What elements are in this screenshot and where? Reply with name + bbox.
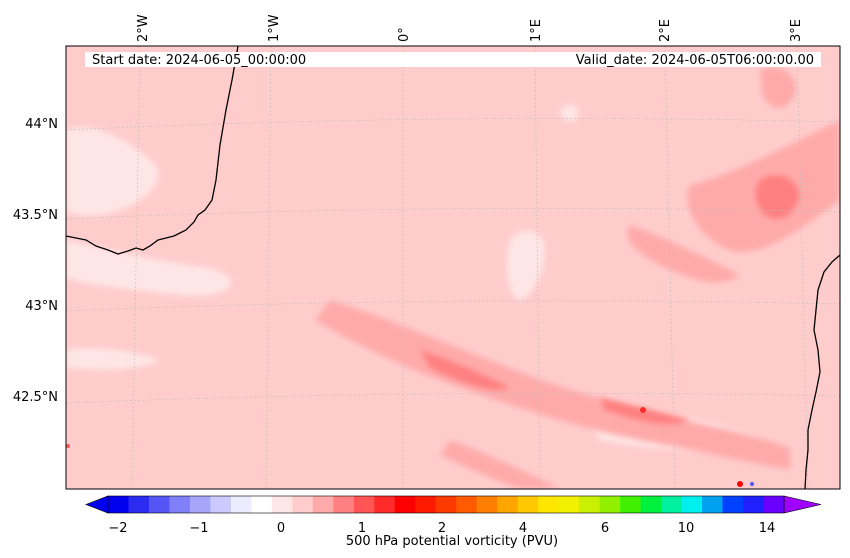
- colorbar-segment: [108, 496, 129, 513]
- colorbar-segment: [271, 496, 293, 513]
- colorbar-segment: [661, 496, 683, 513]
- map-panel: [66, 46, 840, 489]
- colorbar-segment: [558, 496, 580, 513]
- colorbar-segment: [456, 496, 478, 513]
- y-tick-label: 43.5°N: [13, 208, 58, 223]
- colorbar-segment: [415, 496, 437, 513]
- x-tick-label: 2°E: [658, 19, 673, 42]
- colorbar-segment: [517, 496, 539, 513]
- colorbar-extend-under: [85, 495, 109, 514]
- x-tick-label: 1°E: [529, 19, 544, 42]
- y-tick-label: 43°N: [25, 299, 58, 314]
- pv-min-spot: [750, 482, 754, 486]
- colorbar-tick-label: 0: [277, 521, 285, 536]
- colorbar-tick-label: −1: [189, 521, 208, 536]
- x-tick-label: 2°W: [136, 14, 151, 42]
- colorbar-tick-labels: −2 −1 0 1 2 4 6 10 14: [108, 521, 775, 536]
- colorbar-label: 500 hPa potential vorticity (PVU): [346, 534, 558, 549]
- colorbar-segment: [292, 496, 314, 513]
- info-banner: [85, 52, 821, 67]
- colorbar-tick-label: −2: [108, 521, 127, 536]
- colorbar-segment: [681, 496, 703, 513]
- gridlines: [66, 46, 840, 489]
- colorbar-segment: [599, 496, 621, 513]
- colorbar-segment: [620, 496, 642, 513]
- colorbar-segment: [702, 496, 724, 513]
- colorbar-extend-over: [783, 495, 822, 514]
- start-date-label: Start date: 2024-06-05_00:00:00: [92, 53, 306, 68]
- colorbar-segment: [640, 496, 662, 513]
- colorbar-tick-label: 6: [601, 521, 609, 536]
- colorbar-segment: [230, 496, 252, 513]
- colorbar-segment: [435, 496, 457, 513]
- colorbar-segment: [251, 496, 273, 513]
- colorbar-segment: [169, 496, 191, 513]
- colorbar-segment: [374, 496, 396, 513]
- colorbar-frame: [107, 495, 785, 514]
- colorbar-segment: [763, 496, 785, 513]
- colorbar-segment: [189, 496, 211, 513]
- colorbar-segment: [722, 496, 744, 513]
- colorbar-tick-label: 2: [438, 521, 446, 536]
- colorbar-segment: [312, 496, 334, 513]
- colorbar-segment: [333, 496, 355, 513]
- colorbar-segment: [538, 496, 560, 513]
- colorbar-segment: [353, 496, 375, 513]
- colorbar-segment: [148, 496, 170, 513]
- y-tick-label: 44°N: [25, 117, 58, 132]
- x-tick-label: 1°W: [267, 14, 282, 42]
- y-tick-label: 42.5°N: [13, 390, 58, 405]
- colorbar-segment: [497, 496, 519, 513]
- colorbar-segment: [476, 496, 498, 513]
- x-tick-labels: 2°W 1°W 0° 1°E 2°E 3°E: [136, 14, 804, 42]
- pv-max-spot: [737, 481, 743, 487]
- colorbar-segment: [128, 496, 150, 513]
- plot-frame: [65, 45, 841, 490]
- colorbar-segment: [394, 496, 416, 513]
- colorbar-segment: [210, 496, 232, 513]
- pv-max-spot: [66, 444, 70, 448]
- coastline-biscay: [66, 46, 239, 255]
- colorbar-tick-label: 4: [519, 521, 527, 536]
- pv-max-spot: [640, 407, 646, 413]
- x-tick-label: 0°: [397, 27, 412, 42]
- colorbar-tick-label: 14: [759, 521, 776, 536]
- colorbar-tick-label: 10: [678, 521, 695, 536]
- coastline-mediterranean: [804, 254, 840, 489]
- y-tick-labels: 44°N 43.5°N 43°N 42.5°N: [13, 117, 58, 405]
- colorbar: [85, 495, 822, 514]
- valid-date-label: Valid_date: 2024-06-05T06:00:00.00: [576, 53, 814, 68]
- colorbar-segment: [579, 496, 601, 513]
- colorbar-tick-label: 1: [358, 521, 366, 536]
- x-tick-label: 3°E: [789, 19, 804, 42]
- colorbar-segment: [743, 496, 765, 513]
